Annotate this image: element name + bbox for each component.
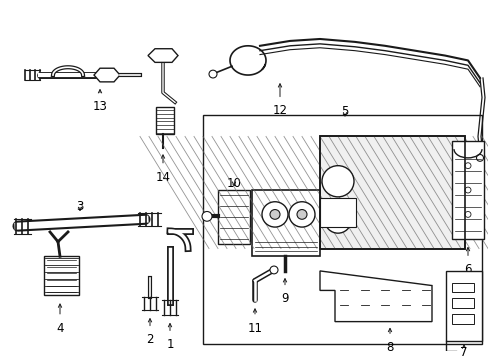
Circle shape [202, 211, 212, 221]
Text: 4: 4 [56, 321, 63, 334]
Circle shape [464, 187, 470, 193]
FancyBboxPatch shape [445, 271, 481, 341]
FancyBboxPatch shape [451, 283, 473, 292]
Text: 12: 12 [272, 104, 287, 117]
Polygon shape [319, 271, 431, 321]
Text: 8: 8 [386, 341, 393, 354]
Text: 13: 13 [92, 100, 107, 113]
Text: 6: 6 [463, 263, 471, 276]
Text: 9: 9 [281, 292, 288, 305]
Text: 10: 10 [226, 177, 241, 190]
FancyBboxPatch shape [319, 198, 355, 227]
Circle shape [269, 266, 278, 274]
Circle shape [288, 202, 314, 227]
Circle shape [475, 154, 483, 161]
Circle shape [464, 211, 470, 217]
Polygon shape [148, 49, 178, 62]
Text: 5: 5 [341, 105, 348, 118]
Text: 14: 14 [155, 171, 170, 184]
Text: 2: 2 [146, 333, 153, 346]
FancyBboxPatch shape [156, 107, 174, 135]
FancyBboxPatch shape [319, 136, 464, 248]
Circle shape [321, 166, 353, 197]
FancyBboxPatch shape [203, 115, 481, 344]
Text: 11: 11 [247, 321, 262, 334]
Circle shape [269, 210, 280, 219]
Text: 3: 3 [76, 200, 83, 213]
FancyBboxPatch shape [451, 298, 473, 308]
FancyBboxPatch shape [451, 314, 473, 324]
Text: 1: 1 [166, 338, 173, 351]
Circle shape [325, 208, 350, 233]
Circle shape [262, 202, 287, 227]
Circle shape [296, 210, 306, 219]
FancyBboxPatch shape [44, 256, 79, 295]
FancyBboxPatch shape [451, 141, 483, 239]
FancyBboxPatch shape [218, 190, 249, 244]
Polygon shape [94, 68, 120, 82]
FancyBboxPatch shape [251, 190, 319, 256]
Text: 7: 7 [459, 346, 467, 359]
Circle shape [464, 163, 470, 168]
Circle shape [208, 70, 217, 78]
